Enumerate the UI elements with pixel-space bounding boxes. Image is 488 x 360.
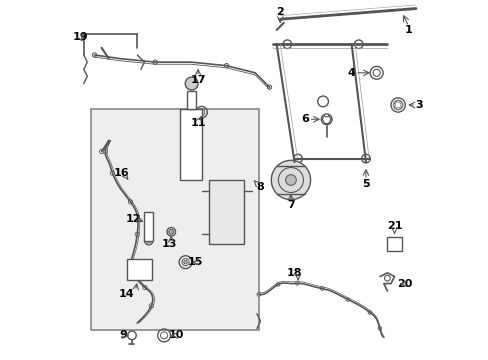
Text: 13: 13 — [162, 239, 177, 249]
Circle shape — [354, 40, 363, 49]
Text: 7: 7 — [286, 200, 294, 210]
Circle shape — [346, 298, 349, 301]
Circle shape — [217, 203, 235, 221]
Circle shape — [142, 285, 147, 290]
Circle shape — [153, 60, 157, 64]
Bar — [187, 91, 196, 109]
Circle shape — [135, 232, 139, 237]
Text: 16: 16 — [114, 168, 129, 178]
Circle shape — [128, 200, 132, 204]
Circle shape — [223, 208, 230, 216]
Circle shape — [212, 198, 241, 226]
Text: 3: 3 — [415, 100, 423, 110]
Circle shape — [295, 282, 299, 285]
Circle shape — [103, 149, 107, 154]
Circle shape — [367, 311, 371, 314]
Circle shape — [377, 327, 381, 330]
Text: 11: 11 — [190, 118, 205, 128]
Circle shape — [276, 283, 279, 286]
Circle shape — [127, 331, 136, 340]
Text: 14: 14 — [119, 289, 134, 299]
Bar — [180, 109, 201, 180]
Circle shape — [92, 53, 97, 57]
Text: 20: 20 — [397, 279, 412, 289]
Circle shape — [110, 171, 114, 175]
Circle shape — [144, 237, 153, 245]
Circle shape — [128, 268, 132, 272]
Circle shape — [224, 64, 228, 68]
Circle shape — [317, 96, 328, 107]
Text: 12: 12 — [126, 214, 141, 224]
Bar — [144, 212, 153, 241]
Circle shape — [320, 287, 323, 290]
Text: 21: 21 — [386, 221, 402, 231]
Circle shape — [283, 40, 291, 49]
Bar — [208, 180, 244, 244]
Bar — [386, 237, 401, 251]
Text: 5: 5 — [362, 179, 369, 189]
Text: 6: 6 — [301, 114, 308, 124]
Text: 4: 4 — [347, 68, 355, 78]
Circle shape — [361, 154, 369, 163]
Text: 15: 15 — [187, 257, 203, 267]
Text: 18: 18 — [286, 268, 302, 278]
Circle shape — [321, 114, 331, 125]
Text: 9: 9 — [119, 330, 127, 341]
Circle shape — [257, 293, 260, 296]
Text: 1: 1 — [404, 25, 412, 35]
Circle shape — [271, 160, 310, 200]
Circle shape — [267, 85, 271, 89]
Circle shape — [183, 260, 187, 264]
Bar — [126, 258, 151, 280]
Circle shape — [390, 241, 397, 248]
Circle shape — [99, 149, 103, 154]
Text: 19: 19 — [73, 32, 88, 42]
Circle shape — [168, 229, 173, 234]
Circle shape — [132, 263, 145, 276]
Circle shape — [293, 154, 302, 163]
Circle shape — [185, 77, 198, 90]
Text: 17: 17 — [190, 75, 205, 85]
Text: 8: 8 — [256, 182, 264, 192]
Circle shape — [285, 175, 296, 185]
Text: 10: 10 — [168, 330, 184, 341]
Circle shape — [384, 275, 389, 281]
Circle shape — [149, 304, 153, 308]
Text: 2: 2 — [276, 7, 284, 17]
FancyBboxPatch shape — [91, 109, 258, 330]
